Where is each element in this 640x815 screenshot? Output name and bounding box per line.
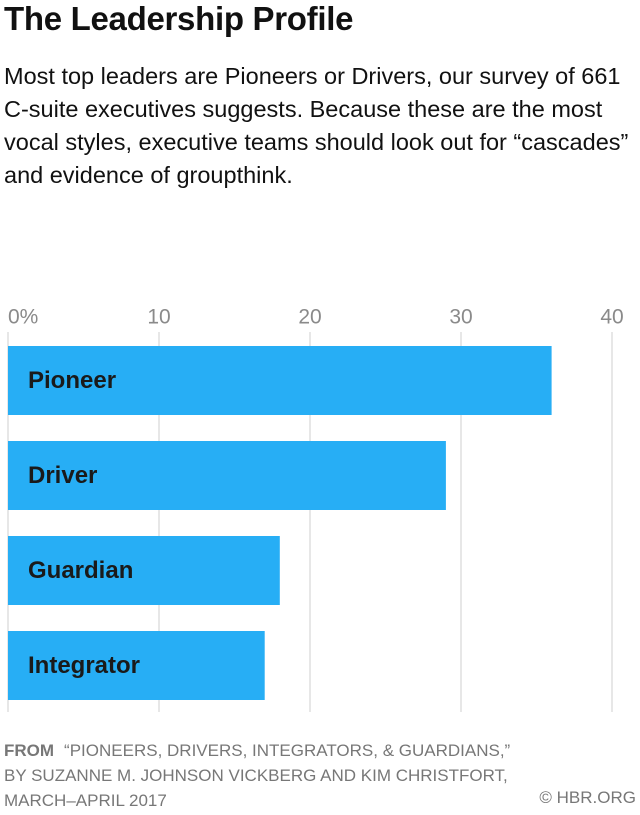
x-tick-label: 40: [600, 306, 623, 329]
source-text: “PIONEERS, DRIVERS, INTEGRATORS, & GUARD…: [4, 741, 511, 810]
bar: [8, 536, 280, 605]
x-tick-label: 30: [449, 306, 472, 329]
copyright: © HBR.ORG: [539, 788, 636, 807]
bar: [8, 631, 265, 700]
source-note: FROM “PIONEERS, DRIVERS, INTEGRATORS, & G…: [4, 738, 524, 813]
chart-title: The Leadership Profile: [4, 0, 354, 37]
x-tick-label: 10: [147, 306, 170, 329]
x-tick-label: 0%: [8, 306, 38, 329]
source-label: FROM: [4, 741, 55, 760]
chart-subtitle: Most top leaders are Pioneers or Drivers…: [4, 63, 629, 188]
category-label: Driver: [28, 462, 97, 489]
category-label: Integrator: [28, 652, 140, 679]
bar: [8, 441, 446, 510]
x-tick-label: 20: [298, 306, 321, 329]
category-label: Guardian: [28, 557, 133, 584]
bar: [8, 346, 552, 415]
category-label: Pioneer: [28, 367, 116, 394]
